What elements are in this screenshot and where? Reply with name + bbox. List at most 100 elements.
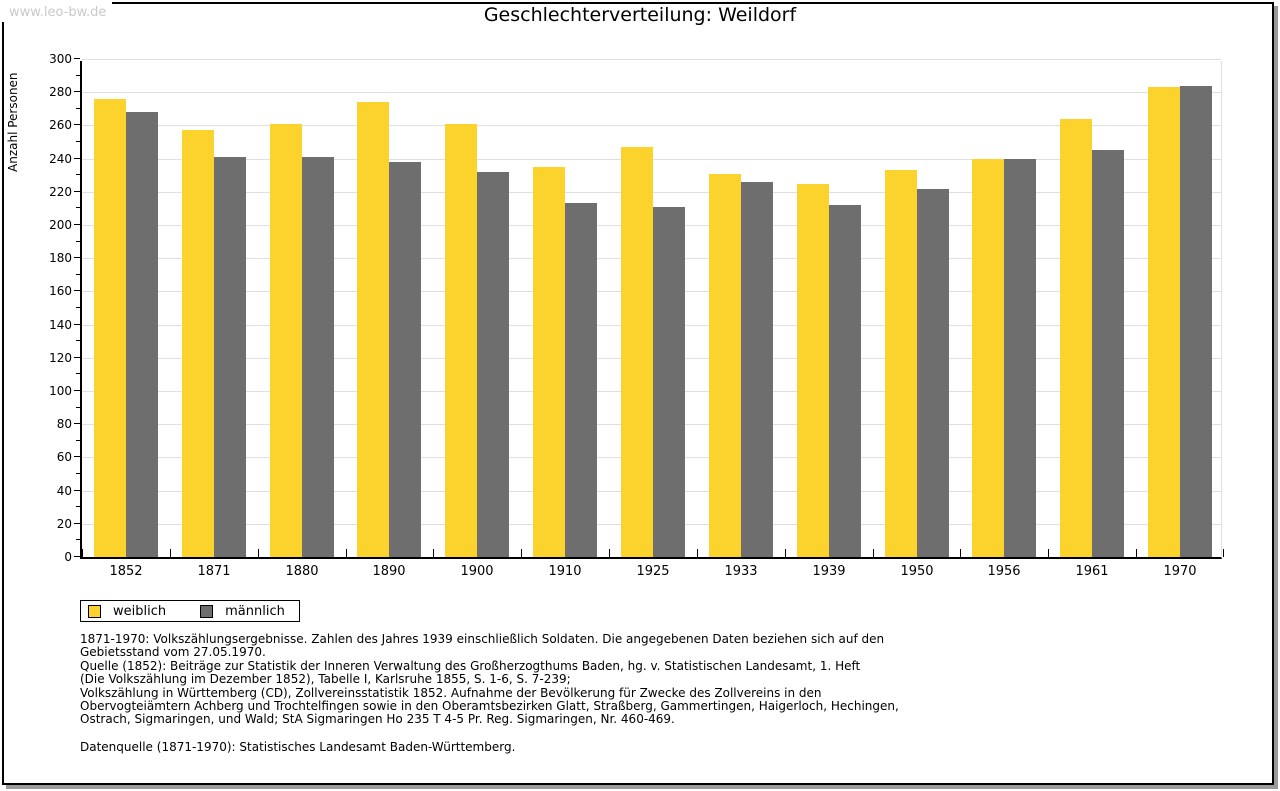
y-tick-250 bbox=[76, 141, 80, 142]
y-tick-label-240: 240 bbox=[49, 151, 72, 166]
y-tick-label-220: 220 bbox=[49, 184, 72, 199]
bar-weiblich-1961 bbox=[1060, 118, 1092, 557]
y-tick-180 bbox=[74, 257, 80, 259]
x-boundary-tick-5 bbox=[521, 549, 522, 557]
x-boundary-tick-10 bbox=[960, 549, 961, 557]
y-tick-170 bbox=[76, 273, 80, 275]
y-tick-label-300: 300 bbox=[49, 52, 72, 66]
bar-männlich-1925 bbox=[653, 206, 685, 557]
y-tick-120 bbox=[74, 356, 80, 358]
bar-männlich-1910 bbox=[565, 203, 597, 557]
footnote-line: Gebietsstand vom 27.05.1970. bbox=[80, 645, 266, 660]
bar-männlich-1950 bbox=[917, 188, 949, 557]
bar-männlich-1880 bbox=[302, 156, 334, 557]
bar-weiblich-1970 bbox=[1148, 87, 1180, 557]
bar-männlich-1852 bbox=[126, 112, 158, 557]
legend-item-weiblich: weiblich bbox=[88, 604, 166, 619]
x-boundary-tick-3 bbox=[346, 549, 347, 557]
datasource-line: Datenquelle (1871-1970): Statistisches L… bbox=[80, 740, 516, 754]
bar-männlich-1900 bbox=[477, 171, 509, 557]
x-boundary-tick-7 bbox=[697, 549, 698, 557]
y-tick-label-180: 180 bbox=[49, 251, 72, 266]
y-tick-label-20: 20 bbox=[56, 516, 72, 531]
bar-weiblich-1910 bbox=[533, 166, 565, 557]
weiblich-color-swatch bbox=[88, 604, 101, 618]
y-tick-label-80: 80 bbox=[56, 417, 72, 432]
x-category-label-1950: 1950 bbox=[900, 564, 934, 579]
bar-männlich-1956 bbox=[1004, 158, 1036, 557]
x-boundary-tick-0 bbox=[82, 549, 83, 557]
x-category-label-1970: 1970 bbox=[1163, 564, 1197, 579]
y-tick-220 bbox=[74, 190, 80, 192]
y-tick-300 bbox=[74, 58, 80, 59]
legend-label-maennlich: männlich bbox=[225, 603, 285, 619]
x-category-label-1852: 1852 bbox=[109, 564, 143, 579]
gridline-y-260 bbox=[82, 125, 1221, 127]
x-boundary-tick-9 bbox=[873, 549, 874, 557]
y-tick-20 bbox=[74, 522, 80, 524]
x-boundary-tick-8 bbox=[785, 549, 786, 557]
y-tick-130 bbox=[76, 340, 80, 342]
bar-männlich-1890 bbox=[389, 161, 421, 557]
y-tick-60 bbox=[74, 456, 80, 458]
x-boundary-tick-13 bbox=[1223, 549, 1224, 557]
y-tick-40 bbox=[74, 489, 80, 491]
bar-männlich-1939 bbox=[829, 205, 861, 557]
y-tick-140 bbox=[74, 323, 80, 325]
y-tick-label-120: 120 bbox=[49, 350, 72, 365]
footnote-line: Volkszählung in Württemberg (CD), Zollve… bbox=[80, 685, 822, 700]
x-boundary-tick-12 bbox=[1136, 549, 1137, 557]
bar-männlich-1871 bbox=[214, 156, 246, 557]
bar-weiblich-1880 bbox=[270, 123, 302, 557]
bar-männlich-1970 bbox=[1180, 85, 1212, 557]
bar-männlich-1961 bbox=[1092, 150, 1124, 557]
y-tick-230 bbox=[76, 174, 80, 176]
x-category-label-1900: 1900 bbox=[460, 564, 494, 579]
legend-label-weiblich: weiblich bbox=[113, 603, 167, 619]
y-tick-150 bbox=[76, 307, 80, 308]
x-category-label-1925: 1925 bbox=[636, 564, 670, 579]
x-category-label-1956: 1956 bbox=[987, 564, 1021, 579]
bar-weiblich-1933 bbox=[709, 173, 741, 557]
gridline-y-280 bbox=[82, 92, 1221, 94]
y-tick-90 bbox=[76, 406, 80, 408]
bar-weiblich-1890 bbox=[357, 102, 389, 557]
y-tick-100 bbox=[74, 390, 80, 391]
y-axis-title: Anzahl Personen bbox=[6, 72, 20, 172]
y-tick-240 bbox=[74, 157, 80, 159]
x-boundary-tick-2 bbox=[258, 549, 259, 557]
x-category-label-1939: 1939 bbox=[812, 564, 846, 579]
y-tick-270 bbox=[76, 107, 80, 109]
y-tick-80 bbox=[74, 423, 80, 425]
y-tick-label-140: 140 bbox=[49, 317, 72, 332]
y-tick-50 bbox=[76, 473, 80, 474]
footnote-line: Ostrach, Sigmaringen, und Wald; StA Sigm… bbox=[80, 712, 675, 727]
y-tick-110 bbox=[76, 373, 80, 375]
footnote-line: 1871-1970: Volkszählungsergebnisse. Zahl… bbox=[80, 632, 885, 646]
footnote-line: Quelle (1852): Beiträge zur Statistik de… bbox=[80, 658, 861, 673]
y-tick-290 bbox=[76, 74, 80, 76]
y-tick-70 bbox=[76, 439, 80, 441]
legend: weiblich männlich bbox=[80, 600, 300, 622]
x-boundary-tick-1 bbox=[170, 549, 171, 557]
x-category-label-1961: 1961 bbox=[1075, 564, 1109, 579]
x-category-label-1890: 1890 bbox=[372, 564, 406, 579]
bar-männlich-1933 bbox=[741, 181, 773, 557]
y-tick-10 bbox=[76, 539, 80, 541]
legend-item-maennlich: männlich bbox=[200, 604, 285, 619]
footnote: 1871-1970: Volkszählungsergebnisse. Zahl… bbox=[80, 632, 899, 727]
y-tick-200 bbox=[74, 224, 80, 225]
y-tick-190 bbox=[76, 240, 80, 242]
maennlich-color-swatch bbox=[200, 604, 214, 618]
x-boundary-tick-6 bbox=[609, 549, 610, 557]
gridline-y-300 bbox=[82, 59, 1221, 60]
bar-weiblich-1871 bbox=[182, 130, 214, 557]
y-tick-label-40: 40 bbox=[56, 483, 72, 498]
x-boundary-tick-4 bbox=[433, 549, 434, 557]
y-tick-0 bbox=[74, 556, 80, 557]
y-tick-label-100: 100 bbox=[49, 384, 72, 398]
x-category-label-1871: 1871 bbox=[197, 564, 231, 579]
watermark: www.leo-bw.de bbox=[0, 0, 112, 22]
y-tick-label-160: 160 bbox=[49, 284, 72, 299]
y-tick-label-280: 280 bbox=[49, 85, 72, 100]
